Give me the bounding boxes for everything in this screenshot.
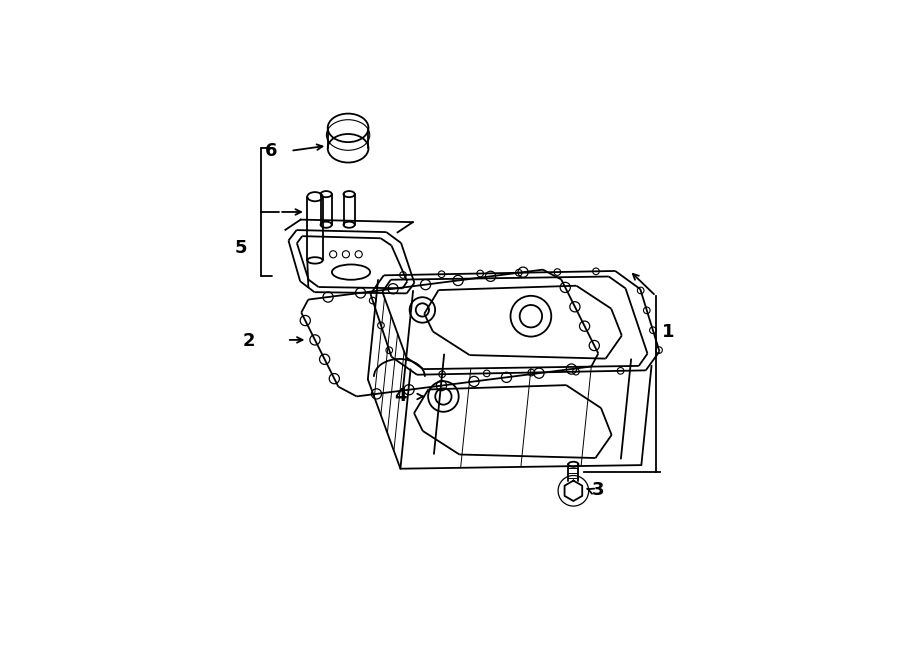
Text: 4: 4: [394, 387, 407, 406]
Text: 5: 5: [234, 239, 247, 257]
Text: 6: 6: [266, 142, 278, 160]
Text: 3: 3: [592, 481, 605, 498]
Text: 2: 2: [242, 332, 255, 350]
Text: 1: 1: [662, 323, 674, 341]
